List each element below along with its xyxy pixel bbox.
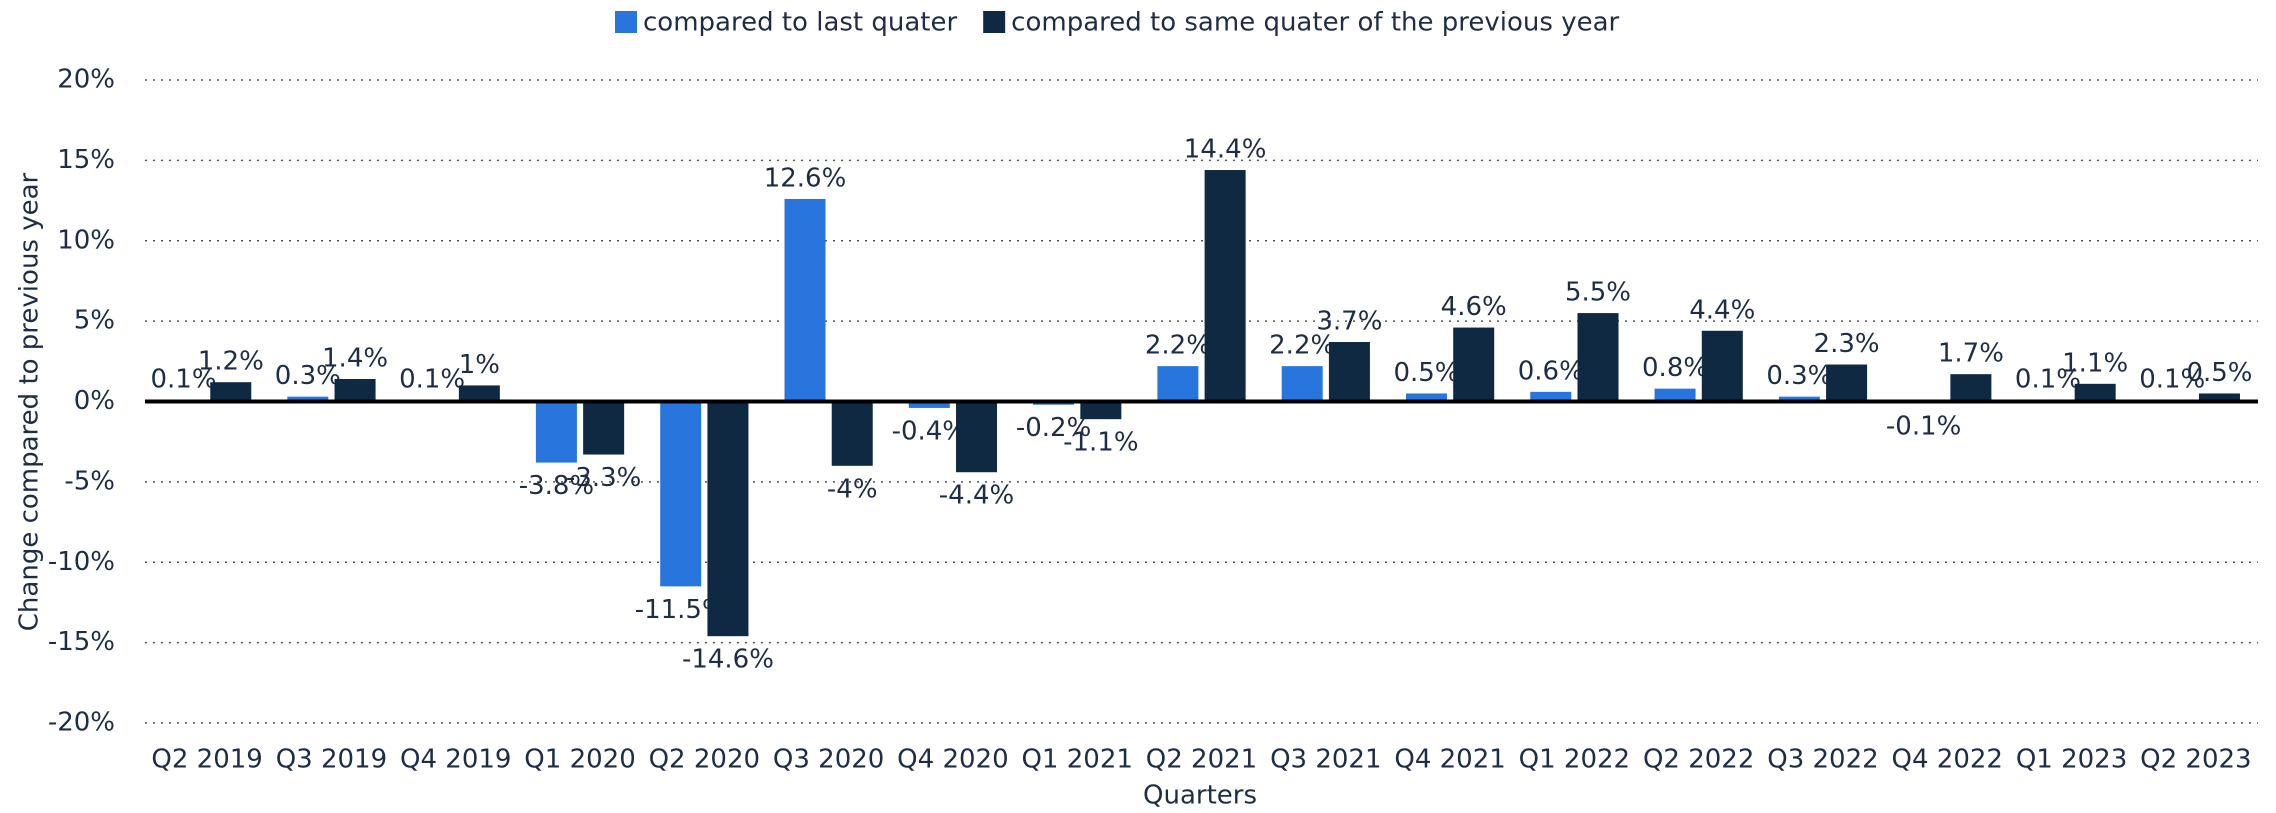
- bar: [1281, 366, 1323, 402]
- data-label: -4.4%: [939, 481, 1014, 511]
- x-tick-label: Q4 2020: [897, 745, 1008, 775]
- data-label: 2.2%: [1269, 331, 1335, 361]
- bar: [2198, 393, 2240, 402]
- x-tick-label: Q1 2023: [2016, 745, 2127, 775]
- data-label: 2.2%: [1145, 331, 1211, 361]
- data-label: 3.7%: [1316, 307, 1382, 337]
- y-tick-label: 5%: [74, 306, 115, 336]
- data-label: 2.3%: [1814, 329, 1880, 359]
- y-tick-label: -5%: [64, 466, 115, 496]
- bar: [1405, 393, 1447, 402]
- data-label: -3.3%: [566, 463, 641, 493]
- data-label: 0.1%: [2139, 364, 2205, 394]
- x-tick-label: Q2 2021: [1146, 745, 1257, 775]
- data-label: 1%: [459, 350, 500, 380]
- y-tick-label: -10%: [48, 547, 115, 577]
- bar: [1328, 342, 1370, 402]
- bar: [287, 396, 329, 402]
- data-label: 4.4%: [1689, 295, 1755, 325]
- data-label: 12.6%: [764, 163, 847, 193]
- bar: [1453, 327, 1495, 402]
- x-tick-label: Q4 2021: [1394, 745, 1505, 775]
- bar: [334, 378, 376, 402]
- legend-swatch: [615, 11, 637, 33]
- bar: [458, 385, 500, 402]
- legend-swatch: [983, 11, 1006, 33]
- x-tick-label: Q1 2022: [1519, 745, 1630, 775]
- data-label: 0.1%: [150, 364, 216, 394]
- bar: [1530, 391, 1572, 402]
- x-tick-label: Q3 2019: [276, 745, 387, 775]
- bar: [1950, 374, 1992, 402]
- x-axis-title: Quarters: [1143, 781, 1257, 811]
- bar: [1157, 366, 1199, 402]
- bar: [2074, 383, 2116, 402]
- bar: [583, 401, 625, 455]
- y-tick-label: 20%: [57, 65, 115, 95]
- x-tick-label: Q3 2020: [773, 745, 884, 775]
- data-label: -4%: [827, 474, 878, 504]
- bar: [660, 401, 702, 587]
- data-label: -0.4%: [892, 416, 967, 446]
- bar: [784, 198, 826, 402]
- bar: [1204, 170, 1246, 402]
- legend-label: compared to last quater: [643, 8, 957, 38]
- bar: [1654, 388, 1696, 402]
- data-label: 1.2%: [198, 347, 264, 377]
- y-tick-label: 15%: [57, 145, 115, 175]
- x-tick-label: Q4 2019: [400, 745, 511, 775]
- bar: [831, 401, 873, 466]
- data-label: 14.4%: [1184, 135, 1267, 165]
- data-label: 0.1%: [399, 364, 465, 394]
- bar: [210, 382, 252, 402]
- bar: [1778, 396, 1820, 402]
- data-label: 1.4%: [322, 343, 388, 373]
- bar: [1826, 364, 1868, 402]
- y-tick-label: -15%: [48, 627, 115, 657]
- bar: [1701, 330, 1743, 402]
- x-tick-label: Q1 2021: [1021, 745, 1132, 775]
- data-label: 0.3%: [275, 361, 341, 391]
- x-tick-label: Q2 2022: [1643, 745, 1754, 775]
- data-label: 0.3%: [1766, 361, 1832, 391]
- x-tick-label: Q1 2020: [524, 745, 635, 775]
- data-label: 4.6%: [1441, 292, 1507, 322]
- data-label: -1.1%: [1063, 428, 1138, 458]
- y-tick-label: 0%: [74, 386, 115, 416]
- bar: [535, 401, 577, 463]
- bar: [1577, 313, 1619, 402]
- legend-label: compared to same quater of the previous …: [1011, 8, 1619, 38]
- x-tick-label: Q2 2020: [649, 745, 760, 775]
- data-label: 1.1%: [2062, 348, 2128, 378]
- data-label: 0.1%: [2015, 364, 2081, 394]
- data-label: -0.1%: [1886, 412, 1961, 442]
- data-label: 1.7%: [1938, 339, 2004, 369]
- bar: [1080, 401, 1122, 420]
- data-label: -0.2%: [1016, 413, 1091, 443]
- bar: [956, 401, 998, 473]
- y-tick-label: 10%: [57, 225, 115, 255]
- data-label: 0.5%: [1393, 358, 1459, 388]
- bar: [707, 401, 749, 637]
- data-label: 0.6%: [1518, 356, 1584, 386]
- x-tick-label: Q2 2019: [151, 745, 262, 775]
- bar: [908, 401, 950, 408]
- data-label: 5.5%: [1565, 278, 1631, 308]
- data-label: 0.5%: [2186, 358, 2252, 388]
- x-tick-label: Q4 2022: [1892, 745, 2003, 775]
- data-label: -14.6%: [682, 645, 774, 675]
- x-tick-label: Q2 2023: [2140, 745, 2251, 775]
- y-axis-title: Change compared to previous year: [15, 172, 45, 631]
- data-label: -3.8%: [519, 471, 594, 501]
- x-tick-label: Q3 2022: [1767, 745, 1878, 775]
- x-tick-label: Q3 2021: [1270, 745, 1381, 775]
- y-tick-label: -20%: [48, 708, 115, 738]
- data-label: 0.8%: [1642, 353, 1708, 383]
